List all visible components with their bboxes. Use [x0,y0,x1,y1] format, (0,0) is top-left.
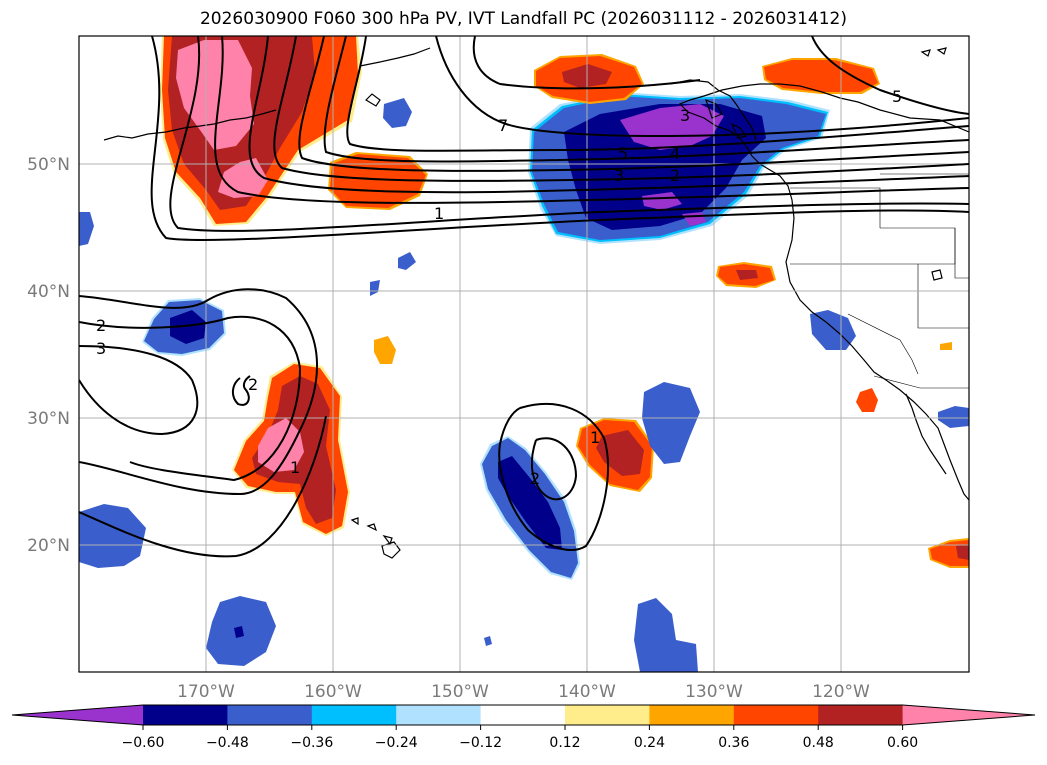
lon-label-120w: 120°W [812,682,870,702]
positive-anomaly-aleutians [160,36,428,226]
contour-label-1: 1 [434,204,444,223]
lon-label-130w: 130°W [685,682,743,702]
contour-label-2: 2 [670,166,680,185]
colorbar-extend-low [12,705,143,725]
colorbar-tick-label: −0.36 [290,735,333,751]
hawaii-islands [350,517,401,559]
colorbar-tick-label: 0.12 [549,735,580,751]
colorbar-tick-label: −0.60 [122,735,165,751]
colorbar-segment [733,705,819,725]
map-frame [78,35,970,673]
contour-label-3-west: 3 [96,339,106,358]
lon-label-160w: 160°W [304,682,362,702]
colorbar-tick-label: 0.60 [887,735,918,751]
ivt-pc-fill-layer [79,36,969,672]
lon-label-150w: 150°W [431,682,489,702]
pv-contours [79,36,969,558]
colorbar-segment [311,705,397,725]
contour-label-2-west: 2 [96,316,106,335]
lat-label-30n: 30°N [27,409,70,429]
contour-label-7: 7 [498,116,508,135]
contour-label-3b: 3 [680,106,690,125]
contour-label-2-east: 2 [530,469,540,488]
longitude-labels: 170°W 160°W 150°W 140°W 130°W 120°W [177,682,870,702]
contour-label-4: 4 [670,144,680,163]
contour-label-5: 5 [892,87,902,106]
lat-label-20n: 20°N [27,536,70,556]
colorbar-segment [649,705,735,725]
colorbar-tick-label: 0.48 [803,735,834,751]
colorbar-tick-label: 0.36 [718,735,749,751]
positive-anomaly-small-northeast [374,54,969,568]
colorbar-tick-label: −0.24 [375,735,418,751]
colorbar-tick-label: −0.12 [459,735,502,751]
colorbar-extend-high [902,705,1035,725]
colorbar-segment [480,705,566,725]
positive-anomaly-east-central [576,418,654,492]
colorbar: −0.60 −0.48 −0.36 −0.24 −0.12 0.12 0.24 0.36 0.4… [11,704,1036,751]
lat-label-50n: 50°N [27,155,70,175]
map-title: 2026030900 F060 300 hPa PV, IVT Landfall… [199,9,847,29]
state-borders [790,173,969,389]
colorbar-segment [227,705,313,725]
colorbar-segment [565,705,650,725]
contour-label-1-east: 1 [590,428,600,447]
contour-label-3: 3 [614,166,624,185]
negative-anomaly-central [480,382,700,672]
colorbar-tick-label: 0.24 [634,735,665,751]
lat-label-40n: 40°N [27,282,70,302]
latitude-labels: 50°N 40°N 30°N 20°N [27,155,70,556]
colorbar-tick-label: −0.48 [206,735,249,751]
contour-label-5b: 5 [618,144,628,163]
contour-label-1-mid: 1 [290,458,300,477]
colorbar-segment [818,705,904,725]
colorbar-segment [396,705,482,725]
contour-label-2-mid: 2 [248,375,258,394]
colorbar-segment [143,705,228,725]
lon-label-170w: 170°W [177,682,235,702]
negative-anomaly-west [79,212,969,666]
pv-contour-labels: 7 5 1 2 3 5 4 3 2 1 2 3 1 2 [96,87,902,488]
lon-label-140w: 140°W [558,682,616,702]
